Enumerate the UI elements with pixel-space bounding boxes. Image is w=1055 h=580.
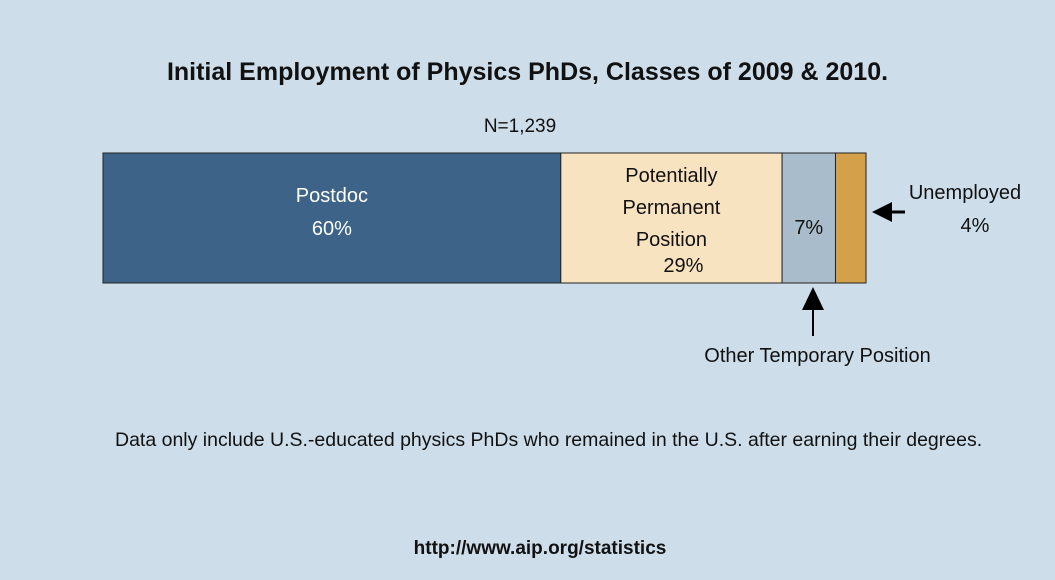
bar-segment xyxy=(834,152,867,284)
source: http://www.aip.org/statistics xyxy=(413,538,667,559)
value-label: 7% xyxy=(794,217,824,239)
arrow-other-temporary xyxy=(802,287,824,336)
bar-segment xyxy=(102,152,562,284)
segment-name: Unemployed xyxy=(908,182,1022,204)
arrow-unemployed xyxy=(872,202,905,222)
bar-segment xyxy=(781,152,836,284)
note: Data only include U.S.-educated physics … xyxy=(115,429,983,451)
chart-title: Initial Employment of Physics PhDs, Clas… xyxy=(166,58,889,86)
segment-name: Postdoc xyxy=(295,185,369,207)
bar-segment xyxy=(560,152,783,284)
segment-name: Other Temporary Position xyxy=(704,345,931,367)
chart-subtitle: N=1,239 xyxy=(483,116,557,137)
segment-name: Potentially Permanent Position xyxy=(622,165,721,251)
value-label: 4% xyxy=(960,215,990,237)
value-label: 60% xyxy=(311,218,352,240)
value-label: 29% xyxy=(663,255,704,277)
